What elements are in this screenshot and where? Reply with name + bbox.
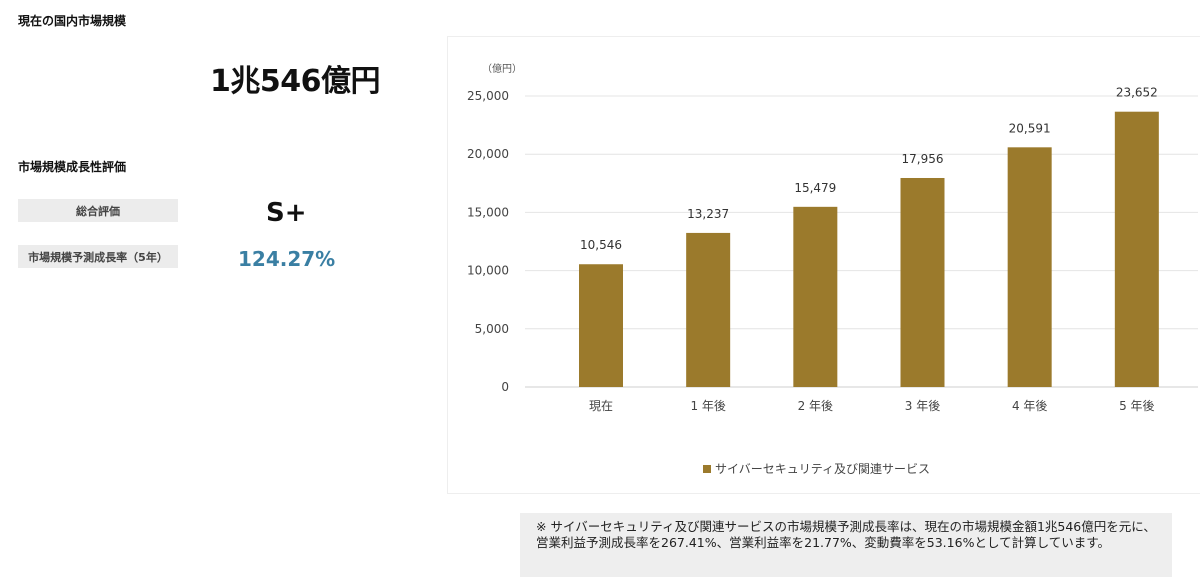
- x-tick-label: 3 年後: [905, 399, 940, 413]
- x-tick-label: 2 年後: [798, 399, 833, 413]
- x-tick-label: 現在: [589, 399, 613, 413]
- bar-value-label: 10,546: [580, 238, 622, 252]
- legend-label: サイバーセキュリティ及び関連サービス: [715, 462, 930, 476]
- y-tick-label: 5,000: [475, 322, 509, 336]
- growth-evaluation-title: 市場規模成長性評価: [18, 160, 127, 174]
- bar-chart: （億円） 0 5,000 10,000 15,000 20,000 25,000 10,546…: [467, 62, 1198, 476]
- growth-rate-label: 市場規模予測成長率（5年）: [18, 245, 178, 268]
- bar: [1114, 111, 1159, 387]
- y-unit-label: （億円）: [482, 62, 522, 75]
- chart-panel: （億円） 0 5,000 10,000 15,000 20,000 25,000 10,546…: [447, 36, 1200, 494]
- legend-swatch: [703, 465, 711, 473]
- y-tick-label: 10,000: [467, 264, 509, 278]
- current-market-title: 現在の国内市場規模: [18, 14, 127, 28]
- bar: [900, 177, 945, 387]
- bar-value-label: 23,652: [1116, 86, 1158, 100]
- bar: [579, 264, 623, 387]
- y-tick-label: 15,000: [467, 205, 509, 219]
- x-tick-label: 5 年後: [1119, 399, 1154, 413]
- overall-rating-value: S+: [266, 198, 307, 228]
- footnote: ※ サイバーセキュリティ及び関連サービスの市場規模予測成長率は、現在の市場規模金…: [520, 513, 1172, 577]
- y-tick-label: 0: [501, 380, 509, 394]
- y-tick-label: 20,000: [467, 147, 509, 161]
- growth-rate-value: 124.27%: [238, 247, 336, 271]
- bar-value-label: 13,237: [687, 207, 729, 221]
- bar: [686, 232, 731, 387]
- x-tick-label: 4 年後: [1012, 399, 1047, 413]
- market-size-value: 1兆546億円: [210, 64, 381, 99]
- bar-value-label: 20,591: [1009, 121, 1051, 135]
- bar-value-label: 15,479: [794, 181, 836, 195]
- y-tick-label: 25,000: [467, 89, 509, 103]
- overall-rating-label: 総合評価: [18, 199, 178, 222]
- x-tick-label: 1 年後: [690, 399, 725, 413]
- bar: [793, 206, 838, 387]
- bar-value-label: 17,956: [902, 152, 944, 166]
- bar: [1007, 147, 1052, 387]
